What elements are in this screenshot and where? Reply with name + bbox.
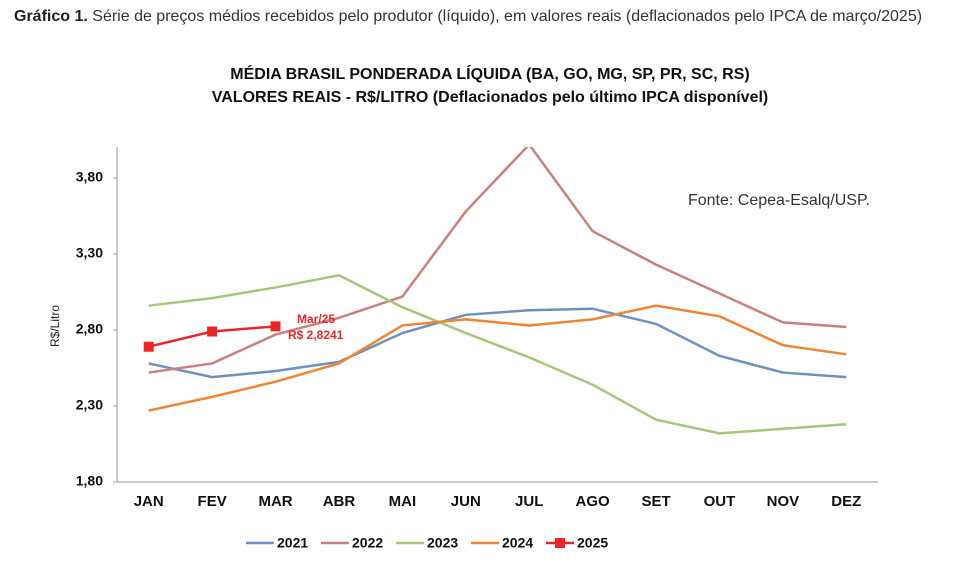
point-marker	[207, 326, 218, 337]
series-line	[148, 273, 847, 435]
x-tick-label: MAI	[389, 493, 417, 510]
x-tick-label: JAN	[134, 493, 164, 510]
legend-label: 2024	[502, 535, 533, 551]
y-tick-label: 2,80	[76, 321, 103, 337]
x-tick-label: SET	[641, 493, 670, 510]
legend-label: 2023	[427, 535, 458, 551]
series-line	[148, 304, 847, 412]
legend-label: 2022	[352, 535, 383, 551]
x-tick-label: AGO	[576, 493, 611, 510]
point-marker	[143, 341, 154, 352]
chart-title: MÉDIA BRASIL PONDERADA LÍQUIDA (BA, GO, …	[230, 64, 749, 83]
x-tick-label: FEV	[198, 493, 227, 510]
legend-label: 2025	[577, 535, 608, 551]
annotation: Mar/25	[297, 312, 335, 326]
x-tick-label: DEZ	[831, 493, 861, 510]
chart-subtitle: VALORES REAIS - R$/LITRO (Deflacionados …	[212, 89, 769, 106]
y-axis-label: R$/Litro	[48, 305, 62, 347]
y-tick-label: 2,30	[76, 397, 103, 413]
caption-label: Gráfico 1.	[14, 8, 88, 25]
series-line	[148, 307, 847, 379]
x-tick-label: JUN	[451, 493, 481, 510]
point-marker	[270, 321, 281, 332]
y-tick-label: 1,80	[76, 473, 103, 489]
legend-label: 2021	[277, 535, 308, 551]
x-tick-label: MAR	[258, 493, 292, 510]
x-tick-label: JUL	[515, 493, 543, 510]
series-line	[148, 147, 847, 374]
caption-text: Série de preços médios recebidos pelo pr…	[92, 8, 923, 25]
legend-marker	[555, 538, 565, 548]
source: Fonte: Cepea-Esalq/USP.	[688, 192, 870, 209]
annotation: R$ 2,8241	[288, 328, 344, 342]
x-tick-label: NOV	[767, 493, 800, 510]
x-tick-label: ABR	[323, 493, 356, 510]
plot-area	[143, 147, 847, 435]
y-tick-label: 3,80	[76, 169, 103, 185]
y-tick-label: 3,30	[76, 245, 103, 261]
caption: Gráfico 1. Série de preços médios recebi…	[14, 6, 959, 28]
x-tick-label: OUT	[704, 493, 736, 510]
